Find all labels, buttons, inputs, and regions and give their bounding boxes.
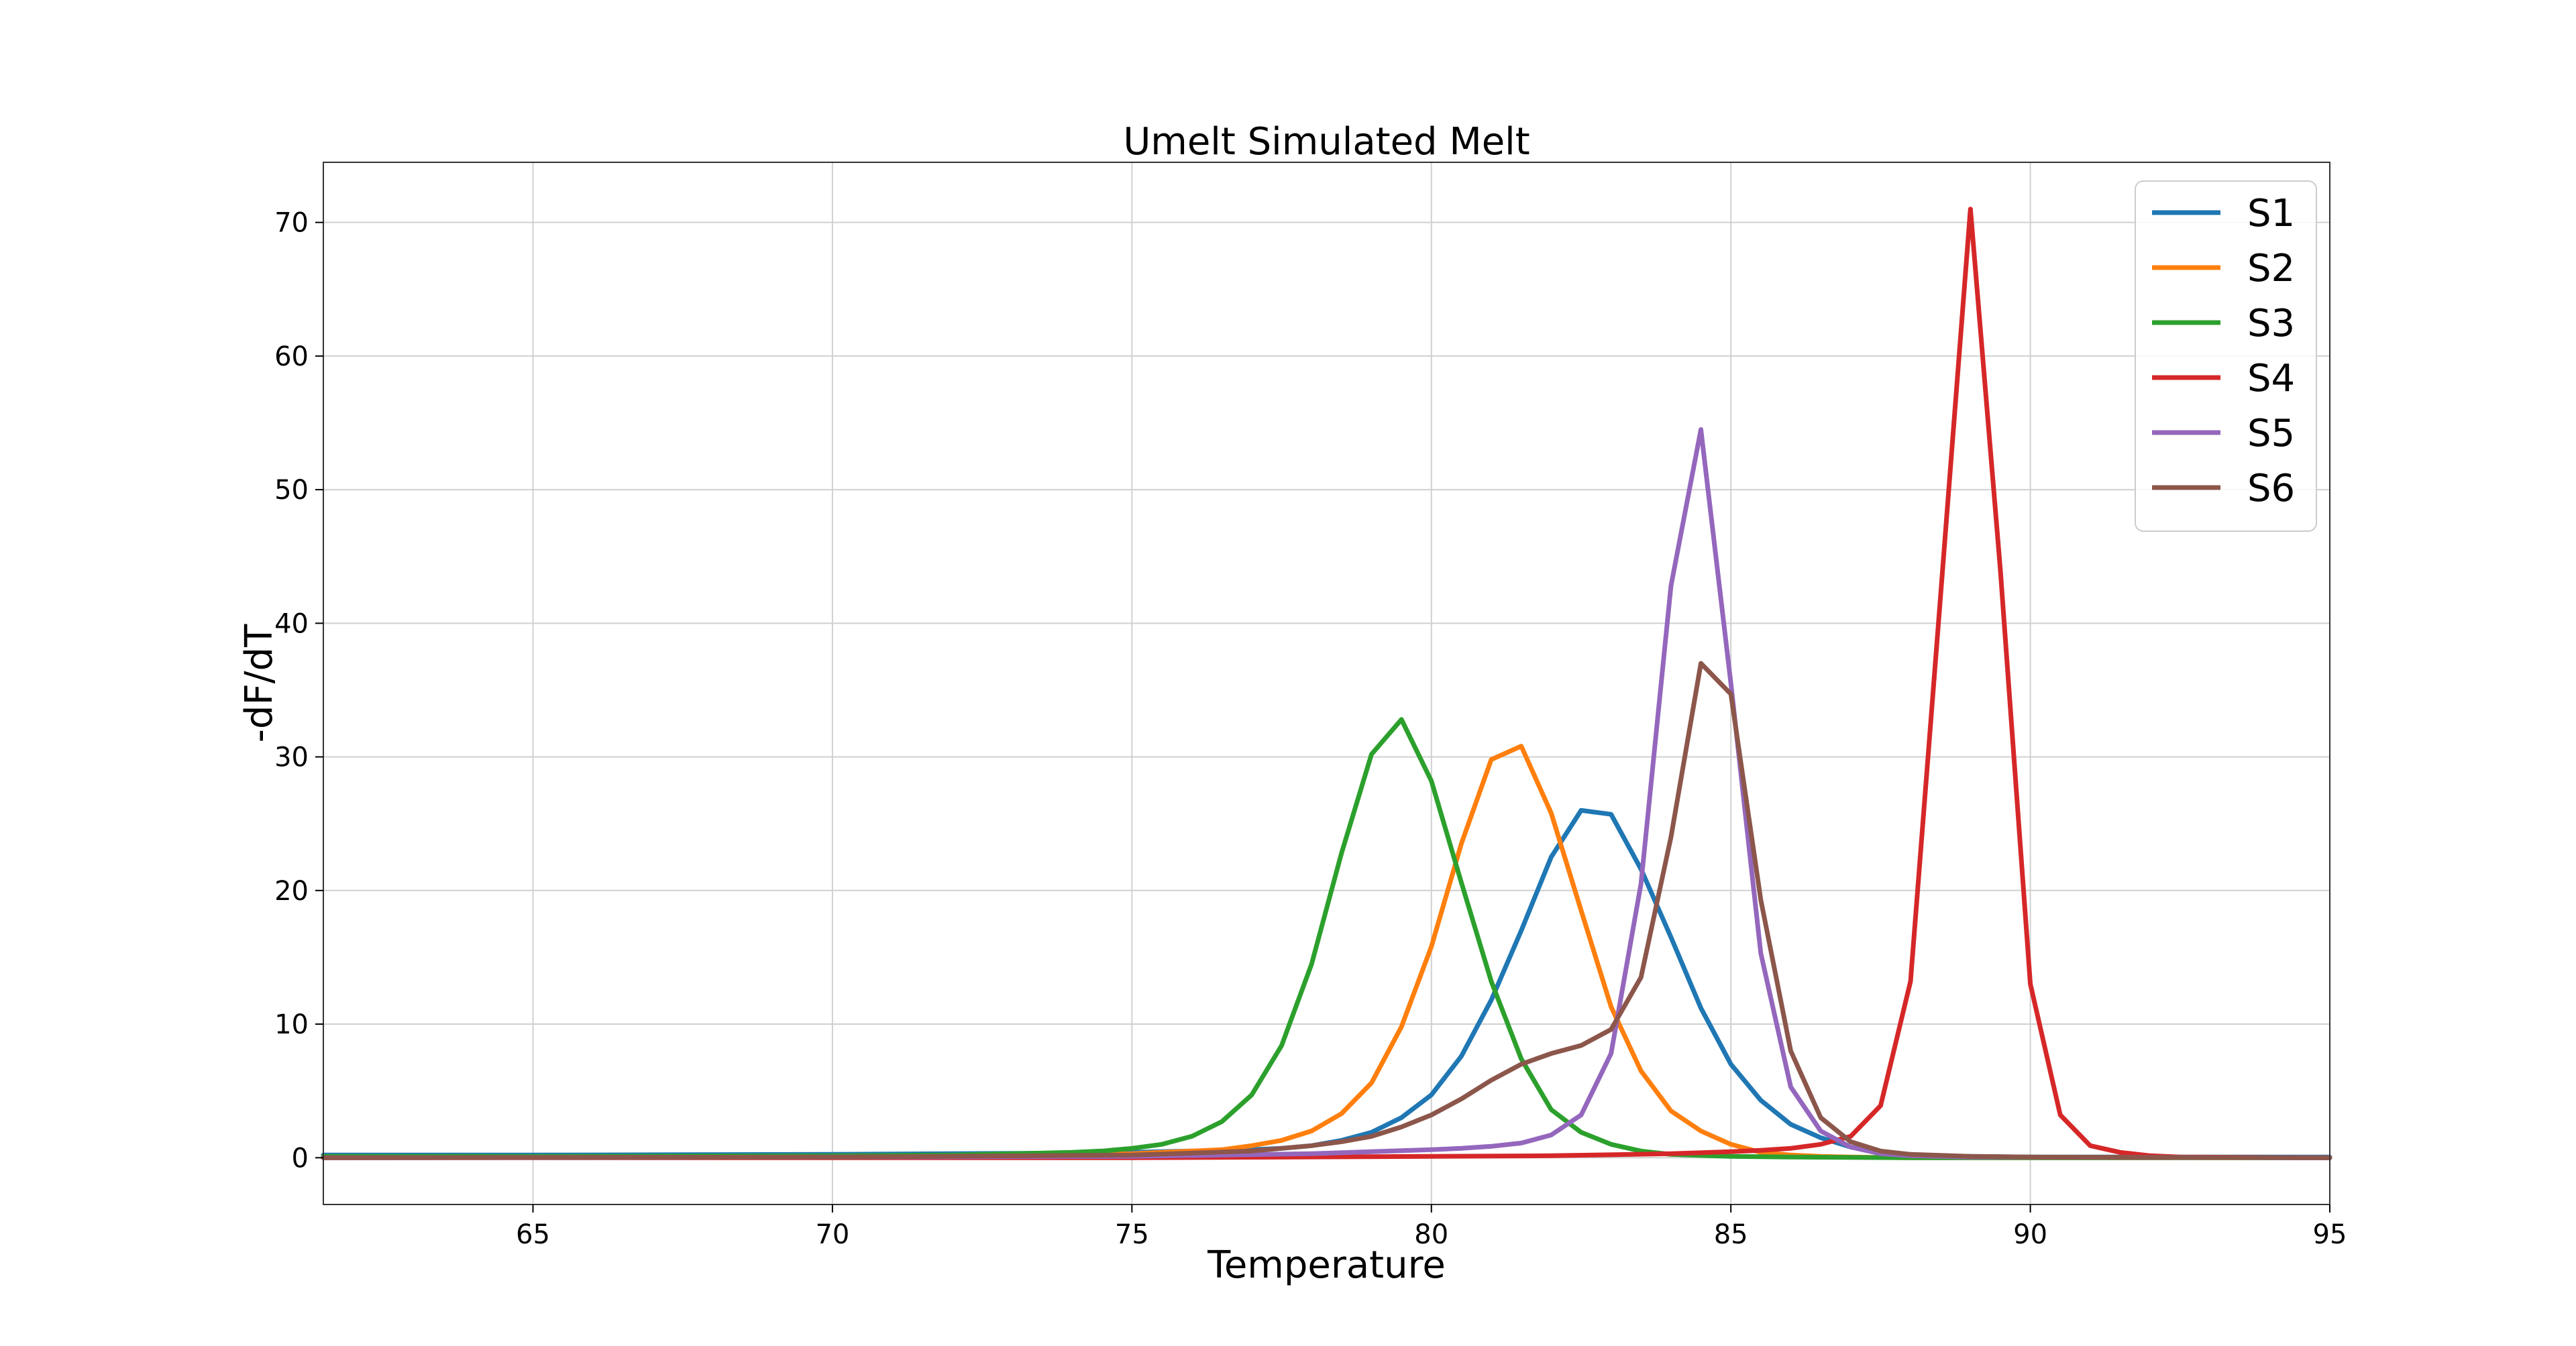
x-axis-ticks: 65 70 75 80 85 90 95 (516, 1204, 2347, 1250)
y-tick-label: 0 (292, 1143, 309, 1174)
legend-label-s1: S1 (2247, 192, 2295, 235)
y-axis-label: -dF/dT (237, 624, 281, 742)
y-tick-label: 50 (274, 475, 309, 506)
y-axis-ticks: 0 10 20 30 40 50 60 70 (274, 208, 323, 1174)
series-lines (321, 207, 2332, 1160)
legend-label-s3: S3 (2247, 302, 2295, 345)
legend-label-s5: S5 (2247, 412, 2295, 455)
x-tick-label: 85 (1714, 1219, 1748, 1250)
legend-label-s6: S6 (2247, 467, 2295, 510)
legend: S1 S2 S3 S4 S5 S6 (2135, 180, 2317, 532)
y-tick-label: 30 (274, 742, 309, 773)
y-tick-label: 20 (274, 876, 309, 907)
y-tick-label: 40 (274, 608, 309, 639)
chart-title: Umelt Simulated Melt (1123, 120, 1529, 164)
x-tick-label: 65 (516, 1219, 550, 1250)
y-tick-label: 10 (274, 1009, 309, 1040)
x-axis-label: Temperature (1207, 1243, 1446, 1287)
x-tick-label: 80 (1414, 1219, 1448, 1250)
y-tick-label: 60 (274, 341, 309, 372)
legend-label-s4: S4 (2247, 357, 2295, 400)
plot-frame (323, 162, 2330, 1205)
series-line-s5 (321, 427, 2332, 1160)
series-line-s3 (321, 717, 2332, 1160)
x-tick-label: 90 (2013, 1219, 2047, 1250)
series-line-s4 (321, 207, 2332, 1160)
legend-label-s2: S2 (2247, 247, 2295, 290)
x-tick-label: 75 (1115, 1219, 1149, 1250)
grid-lines (323, 162, 2330, 1204)
series-line-s6 (321, 661, 2332, 1160)
x-tick-label: 70 (815, 1219, 849, 1250)
x-tick-label: 95 (2313, 1219, 2347, 1250)
y-tick-label: 70 (274, 208, 309, 239)
